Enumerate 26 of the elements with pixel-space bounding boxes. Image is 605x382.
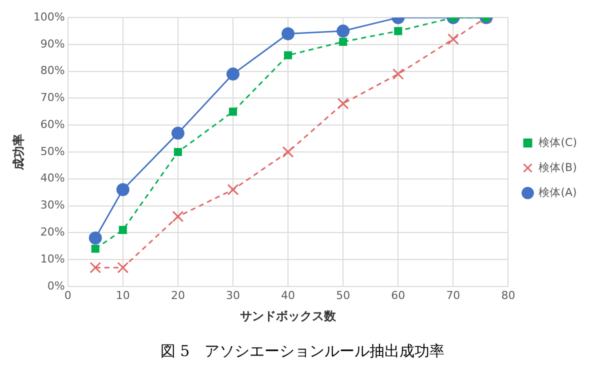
y-tick-label: 60% <box>40 118 65 131</box>
x-tick-label: 50 <box>336 288 350 302</box>
x-tick-label: 40 <box>281 288 296 302</box>
x-tick-label: 30 <box>226 288 240 302</box>
y-axis-title: 成功率 <box>11 134 26 171</box>
legend-label: 検体(C) <box>538 136 577 149</box>
y-tick-label: 0% <box>47 279 65 292</box>
x-tick-label: 80 <box>501 288 516 302</box>
legend-label: 検体(A) <box>538 186 577 199</box>
x-tick-label: 10 <box>116 288 130 302</box>
y-tick-label: 90% <box>40 37 65 50</box>
x-tick-label: 60 <box>391 288 406 302</box>
y-tick-label: 10% <box>40 252 65 266</box>
y-tick-label: 80% <box>40 64 65 78</box>
x-axis-title: サンドボックス数 <box>240 308 338 323</box>
x-tick-label: 20 <box>170 288 185 302</box>
caption: 図 5 アソシエーションルール抽出成功率 <box>159 342 446 361</box>
y-tick-label: 40% <box>40 172 65 185</box>
y-tick-label: 70% <box>40 91 65 104</box>
legend-label: 検体(B) <box>538 160 577 174</box>
y-tick-label: 100% <box>33 10 65 24</box>
x-tick-label: 70 <box>446 288 460 302</box>
y-tick-label: 50% <box>40 144 65 158</box>
y-tick-label: 20% <box>40 226 65 238</box>
y-tick-label: 30% <box>40 198 65 212</box>
x-tick-label: 0 <box>64 288 72 302</box>
